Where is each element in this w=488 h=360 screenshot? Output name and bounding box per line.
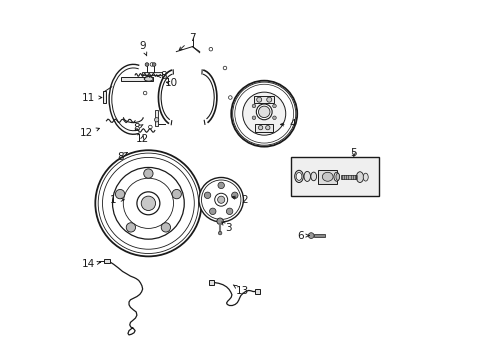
Circle shape — [272, 116, 276, 120]
Circle shape — [115, 189, 124, 199]
Text: 8: 8 — [117, 152, 127, 162]
Text: 1: 1 — [110, 195, 124, 205]
Bar — [255, 124, 273, 132]
Circle shape — [266, 97, 271, 102]
Text: 13: 13 — [233, 285, 249, 296]
Bar — [313, 234, 324, 237]
Bar — [155, 110, 158, 126]
Ellipse shape — [296, 172, 301, 180]
Circle shape — [141, 196, 155, 211]
Bar — [254, 96, 274, 103]
Ellipse shape — [304, 171, 310, 181]
Circle shape — [218, 182, 224, 189]
Circle shape — [161, 223, 170, 232]
Circle shape — [242, 92, 285, 135]
Circle shape — [256, 104, 271, 120]
Circle shape — [143, 169, 153, 178]
Ellipse shape — [356, 172, 363, 183]
Text: 5: 5 — [350, 148, 356, 158]
Circle shape — [252, 116, 255, 120]
Ellipse shape — [333, 172, 339, 181]
Text: 14: 14 — [81, 259, 101, 269]
Circle shape — [308, 233, 313, 238]
Circle shape — [145, 63, 148, 66]
Ellipse shape — [335, 173, 339, 180]
Text: 12: 12 — [79, 128, 99, 138]
Bar — [142, 72, 162, 75]
Circle shape — [137, 192, 160, 215]
Bar — [104, 259, 109, 263]
Circle shape — [258, 106, 269, 118]
Ellipse shape — [363, 173, 367, 181]
Bar — [254, 289, 260, 294]
Text: 2: 2 — [232, 195, 247, 205]
Circle shape — [172, 189, 181, 199]
Circle shape — [272, 104, 276, 108]
Bar — [340, 175, 358, 179]
Text: 8: 8 — [157, 71, 167, 81]
Circle shape — [231, 192, 238, 198]
Circle shape — [218, 231, 222, 235]
Ellipse shape — [294, 170, 303, 183]
Circle shape — [231, 81, 297, 147]
Circle shape — [217, 196, 224, 203]
Text: 4: 4 — [280, 120, 296, 129]
Bar — [102, 91, 106, 103]
Text: 12: 12 — [135, 134, 149, 144]
Bar — [290, 157, 378, 196]
Bar — [208, 280, 214, 285]
Text: 7: 7 — [179, 33, 195, 50]
Text: 9: 9 — [139, 41, 146, 56]
Ellipse shape — [310, 172, 316, 181]
Circle shape — [265, 126, 269, 130]
Circle shape — [152, 63, 156, 66]
Text: 11: 11 — [81, 93, 102, 103]
Circle shape — [95, 150, 201, 256]
Circle shape — [204, 192, 210, 198]
Circle shape — [126, 223, 135, 232]
Bar — [318, 170, 336, 184]
Circle shape — [226, 208, 232, 215]
Circle shape — [214, 193, 227, 206]
Text: 8: 8 — [133, 123, 143, 133]
Circle shape — [199, 177, 243, 222]
Circle shape — [154, 118, 159, 122]
Bar — [121, 77, 153, 81]
Circle shape — [209, 208, 216, 215]
Circle shape — [256, 97, 261, 102]
Text: 10: 10 — [164, 78, 177, 88]
Text: 6: 6 — [296, 231, 308, 240]
Circle shape — [217, 218, 223, 225]
Text: 3: 3 — [222, 222, 231, 233]
Circle shape — [258, 126, 262, 130]
Ellipse shape — [322, 172, 332, 181]
Circle shape — [252, 104, 255, 108]
Ellipse shape — [144, 77, 153, 81]
